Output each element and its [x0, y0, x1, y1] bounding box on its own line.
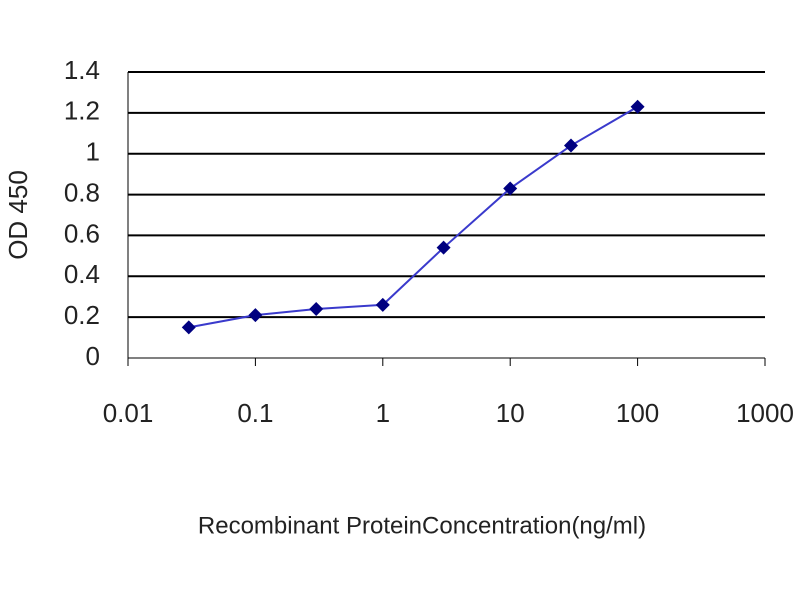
data-point — [630, 99, 645, 114]
x-tick-label: 0.1 — [237, 398, 273, 428]
y-tick-label: 0.2 — [64, 300, 100, 330]
y-tick-label: 0.8 — [64, 177, 100, 207]
y-tick-label: 0 — [86, 341, 100, 371]
y-tick-label: 0.4 — [64, 259, 100, 289]
y-tick-label: 1 — [86, 137, 100, 167]
data-point — [181, 320, 196, 335]
x-tick-label: 100 — [616, 398, 659, 428]
data-line — [188, 105, 639, 329]
x-tick-label: 0.01 — [103, 398, 154, 428]
y-tick-label: 1.4 — [64, 55, 100, 85]
data-point — [375, 297, 390, 312]
y-axis-label: OD 450 — [3, 170, 33, 260]
data-point — [309, 301, 324, 316]
data-point — [563, 138, 578, 153]
data-point — [248, 308, 263, 323]
y-tick-label: 0.6 — [64, 218, 100, 248]
x-tick-label: 1000 — [736, 398, 794, 428]
x-axis-label: Recombinant ProteinConcentration(ng/ml) — [198, 512, 646, 539]
data-point — [436, 240, 451, 255]
data-point — [503, 181, 518, 196]
x-tick-label: 10 — [496, 398, 525, 428]
y-tick-label: 1.2 — [64, 96, 100, 126]
x-tick-label: 1 — [376, 398, 390, 428]
